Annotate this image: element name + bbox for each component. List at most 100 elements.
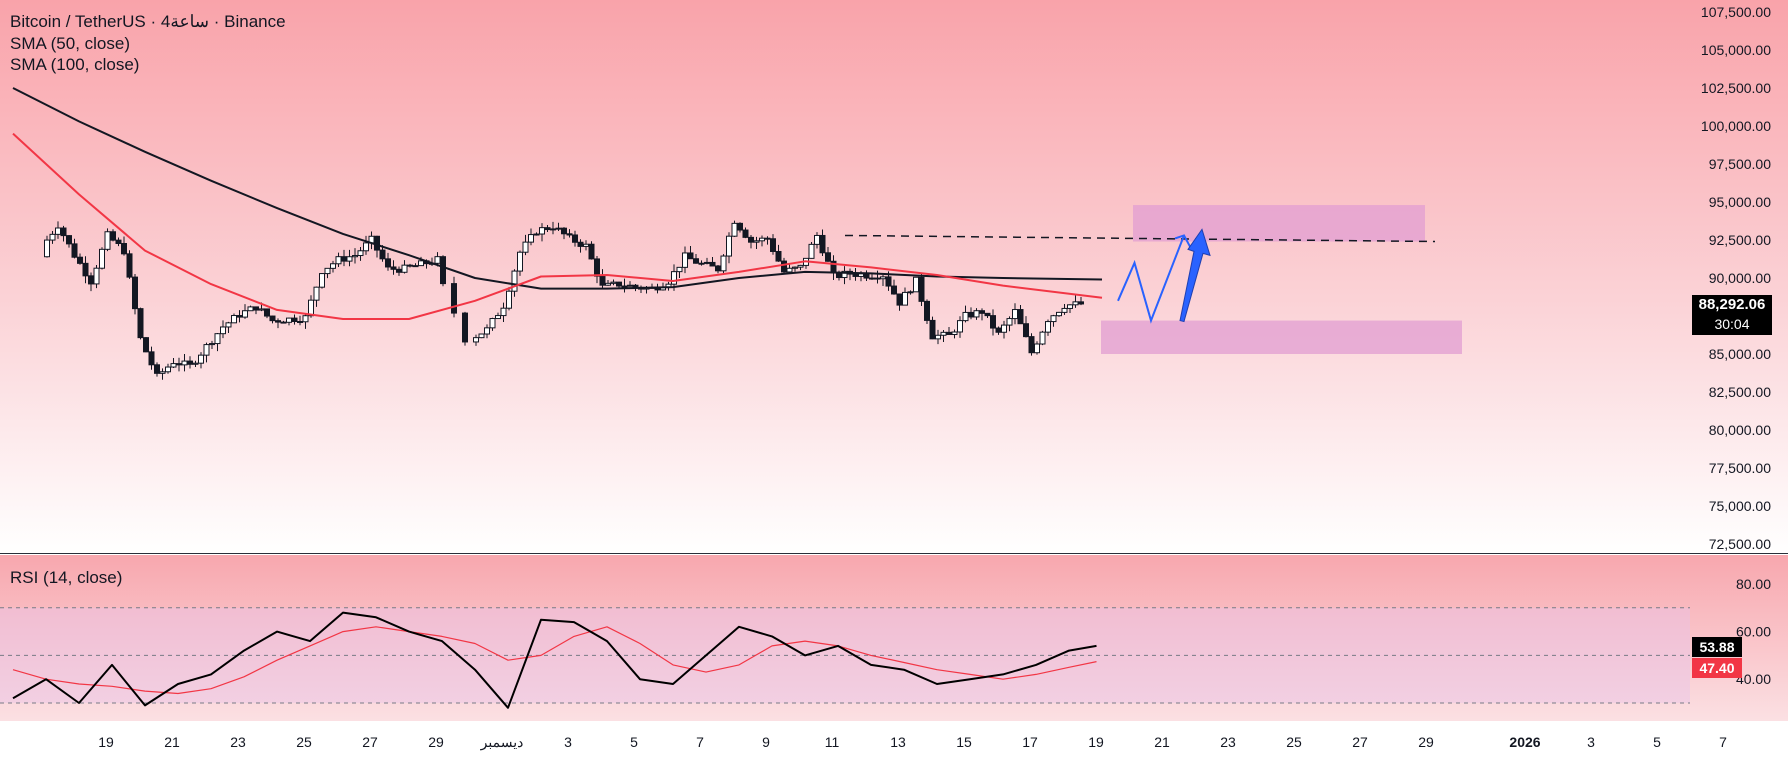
candle-body — [748, 236, 754, 243]
candle-body — [352, 255, 358, 258]
candle-body — [341, 256, 347, 262]
candle-body — [60, 227, 67, 237]
last-price-countdown: 30:04 — [1714, 316, 1750, 332]
candle-body — [126, 253, 133, 278]
time-axis[interactable] — [0, 721, 1788, 759]
projection-path — [1117, 235, 1185, 324]
candle-body — [181, 360, 188, 366]
candle-body — [693, 258, 699, 264]
candle-body — [1067, 304, 1073, 309]
candle-body — [753, 240, 760, 243]
candle-body — [242, 310, 248, 318]
last-price-value: 88,292.06 — [1698, 296, 1766, 313]
time-axis-label: 29 — [428, 734, 444, 750]
time-axis-label: 7 — [1719, 734, 1727, 750]
candle-body — [726, 235, 732, 257]
candle-body — [335, 256, 342, 265]
candle-body — [891, 285, 897, 295]
candle-body — [539, 227, 545, 235]
rsi-ma-line — [12, 626, 1097, 695]
candle-body — [253, 306, 259, 311]
candle-body — [682, 252, 688, 268]
price-axis-label: 90,000.00 — [1709, 270, 1771, 286]
time-axis-label: 13 — [890, 734, 906, 750]
candle-body — [720, 255, 727, 272]
candle-body — [968, 311, 974, 318]
candle-body — [104, 231, 111, 250]
price-pane[interactable] — [0, 0, 1788, 554]
candle-body — [990, 315, 996, 329]
candle-body — [44, 239, 50, 258]
candle-body — [759, 237, 765, 242]
time-axis-label: 9 — [762, 734, 770, 750]
time-axis-label: 29 — [1418, 734, 1434, 750]
last-price-tag: 88,292.06 30:04 — [1692, 295, 1772, 335]
candle-body — [687, 252, 694, 260]
candle-body — [995, 327, 1002, 333]
candle-body — [616, 281, 622, 287]
candle-body — [533, 233, 540, 236]
candle-body — [561, 227, 567, 235]
candle-body — [137, 308, 144, 339]
candle-body — [594, 258, 600, 277]
candle-body — [390, 266, 397, 270]
candle-body — [165, 366, 171, 373]
time-axis-label: 15 — [956, 734, 972, 750]
candle-body — [566, 233, 573, 236]
time-axis-label: 21 — [1154, 734, 1170, 750]
candle-body — [550, 228, 556, 231]
projection-arrowhead — [1174, 234, 1192, 249]
candle-body — [1056, 311, 1062, 317]
candle-body — [170, 363, 177, 368]
candle-body — [247, 306, 254, 312]
sma50-line — [12, 132, 1103, 320]
price-axis-label: 80,000.00 — [1709, 422, 1771, 438]
candle-body — [396, 268, 402, 273]
candle-body — [709, 261, 716, 267]
sma100-line — [12, 87, 1103, 290]
price-axis-label: 72,500.00 — [1709, 536, 1771, 552]
time-axis-label: 27 — [1352, 734, 1368, 750]
candle-body — [451, 283, 457, 314]
candle-body — [308, 299, 314, 317]
rsi-band — [0, 607, 1690, 703]
candle-body — [209, 343, 215, 346]
candle-body — [434, 256, 441, 264]
time-axis-label: 23 — [230, 734, 246, 750]
candle-body — [715, 265, 721, 272]
rsi-axis-label: 60.00 — [1736, 624, 1771, 640]
candle-body — [192, 362, 199, 365]
candle-body — [93, 267, 100, 285]
candle-body — [1028, 336, 1035, 354]
candle-body — [528, 234, 534, 243]
candle-body — [440, 256, 446, 285]
candle-body — [819, 234, 826, 254]
price-axis-label: 75,000.00 — [1709, 498, 1771, 514]
candle-body — [143, 337, 149, 353]
candle-body — [880, 276, 886, 280]
time-axis-label: 2026 — [1509, 734, 1540, 750]
candle-body — [852, 273, 859, 277]
candle-body — [907, 291, 914, 294]
candle-body — [913, 276, 919, 293]
candle-body — [610, 281, 617, 284]
candle-body — [330, 263, 336, 269]
candle-body — [66, 235, 72, 245]
candle-body — [484, 327, 490, 335]
candle-body — [418, 260, 424, 267]
candle-body — [770, 238, 776, 252]
candle-body — [973, 310, 980, 318]
time-axis-label: 5 — [630, 734, 638, 750]
time-axis-label: 3 — [1587, 734, 1595, 750]
candle-body — [929, 319, 936, 340]
candle-body — [363, 242, 369, 252]
candle-body — [797, 264, 804, 268]
price-axis-label: 92,500.00 — [1709, 232, 1771, 248]
candle-body — [500, 307, 507, 317]
candle-body — [159, 371, 166, 374]
candle-body — [236, 315, 243, 318]
pane-divider[interactable] — [0, 553, 1788, 554]
candle-body — [71, 243, 78, 258]
